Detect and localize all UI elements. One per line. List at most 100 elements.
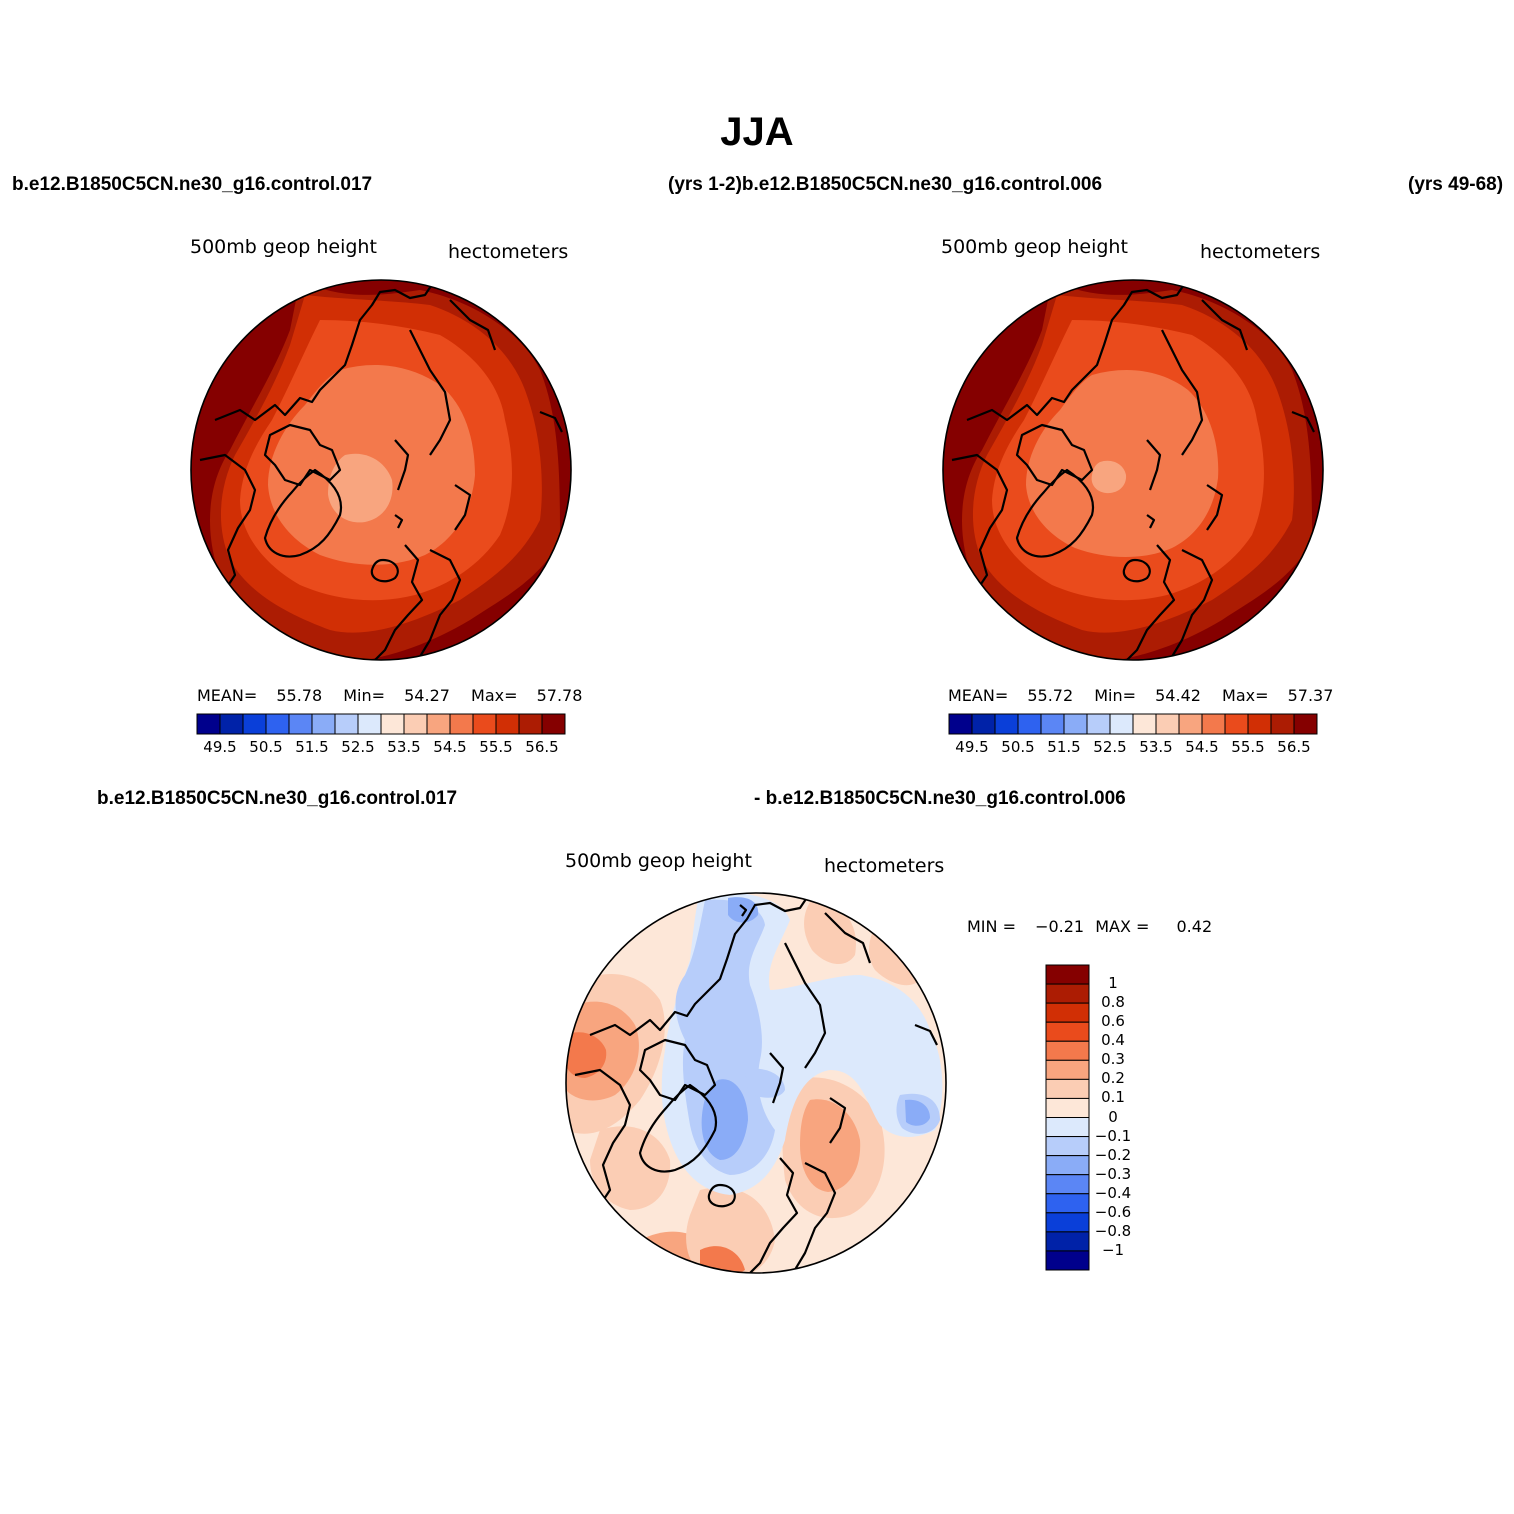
left-max-value: 57.78	[536, 686, 583, 705]
difference-colorbar-box-4	[1045, 1040, 1090, 1061]
right-units-label: hectometers	[1200, 241, 1321, 263]
left-coastlines	[199, 280, 563, 660]
difference-colorbar-box-9	[1045, 1136, 1090, 1157]
left-colorbar-tick-label: 51.5	[295, 738, 329, 756]
bottom-left-case-label: b.e12.B1850C5CN.ne30_g16.control.017	[97, 788, 458, 809]
difference-colorbar-tick-label: −0.6	[1094, 1202, 1132, 1221]
bottom-right-case-label: - b.e12.B1850C5CN.ne30_g16.control.006	[754, 788, 1126, 809]
left-colorbar-box-14	[518, 713, 543, 735]
difference-colorbar-tick-label: 0.8	[1101, 993, 1125, 1012]
right-stats: MEAN= 55.72 Min= 54.42 Max= 57.37	[948, 686, 1333, 705]
right-colorbar-tick-label: 50.5	[1001, 738, 1035, 756]
difference-colorbar-tick-label: −0.2	[1094, 1145, 1132, 1164]
left-colorbar-box-1	[219, 713, 244, 735]
left-colorbar-box-3	[265, 713, 290, 735]
left-colorbar	[196, 713, 566, 735]
right-polar-map	[942, 279, 1324, 661]
right-colorbar	[948, 713, 1318, 735]
right-variable-label: 500mb geop height	[941, 236, 1128, 258]
right-coastlines	[951, 280, 1315, 660]
left-colorbar-box-6	[334, 713, 359, 735]
difference-colorbar-box-0	[1045, 964, 1090, 985]
left-stats: MEAN= 55.78 Min= 54.27 Max= 57.78	[197, 686, 582, 705]
left-min-label: Min=	[343, 686, 386, 705]
right-min-value: 54.42	[1155, 686, 1201, 705]
difference-colorbar-box-8	[1045, 1117, 1090, 1138]
diff-min-label: MIN =	[967, 917, 1016, 936]
difference-colorbar-box-15	[1045, 1250, 1090, 1271]
left-colorbar-box-9	[403, 713, 428, 735]
difference-colorbar-box-6	[1045, 1078, 1090, 1099]
right-min-label: Min=	[1094, 686, 1137, 705]
difference-colorbar-box-12	[1045, 1193, 1090, 1214]
difference-colorbar-box-14	[1045, 1231, 1090, 1252]
right-colorbar-box-13	[1247, 713, 1272, 735]
difference-polar-map	[565, 892, 947, 1274]
difference-colorbar-tick-label: 1	[1108, 974, 1118, 993]
left-polar-map	[190, 279, 572, 661]
difference-colorbar	[1045, 964, 1090, 1271]
difference-colorbar-box-5	[1045, 1059, 1090, 1080]
right-colorbar-box-10	[1178, 713, 1203, 735]
difference-colorbar-box-13	[1045, 1212, 1090, 1233]
figure-title: JJA	[720, 110, 794, 154]
difference-colorbar-tick-label: 0.1	[1101, 1088, 1125, 1107]
diff-max-value: 0.42	[1176, 917, 1213, 936]
left-mean-label: MEAN=	[197, 686, 258, 705]
left-colorbar-box-7	[357, 713, 382, 735]
right-max-label: Max=	[1222, 686, 1269, 705]
difference-colorbar-tick-label: 0.6	[1101, 1012, 1125, 1031]
left-units-label: hectometers	[448, 241, 569, 263]
right-mean-label: MEAN=	[948, 686, 1009, 705]
right-colorbar-tick-label: 53.5	[1139, 738, 1173, 756]
difference-coastlines	[574, 893, 938, 1273]
left-colorbar-box-8	[380, 713, 405, 735]
diff-units-label: hectometers	[824, 855, 945, 877]
difference-colorbar-box-1	[1045, 983, 1090, 1004]
right-colorbar-box-14	[1270, 713, 1295, 735]
top-mid-case-label: (yrs 1-2)b.e12.B1850C5CN.ne30_g16.contro…	[668, 174, 1103, 195]
left-colorbar-box-15	[541, 713, 566, 735]
difference-colorbar-tick-label: 0.3	[1101, 1050, 1125, 1069]
right-colorbar-box-8	[1132, 713, 1157, 735]
right-colorbar-box-4	[1040, 713, 1065, 735]
left-colorbar-box-2	[242, 713, 267, 735]
difference-colorbar-box-3	[1045, 1021, 1090, 1042]
top-right-years-label: (yrs 49-68)	[1408, 174, 1504, 195]
right-colorbar-box-12	[1224, 713, 1249, 735]
left-colorbar-tick-label: 53.5	[387, 738, 421, 756]
difference-colorbar-tick-label: 0.2	[1101, 1069, 1125, 1088]
left-colorbar-box-4	[288, 713, 313, 735]
difference-colorbar-tick-label: −0.8	[1094, 1221, 1132, 1240]
right-colorbar-box-1	[971, 713, 996, 735]
left-colorbar-tick-label: 56.5	[525, 738, 559, 756]
right-colorbar-tick-label: 54.5	[1185, 738, 1219, 756]
diff-variable-label: 500mb geop height	[565, 850, 752, 872]
left-colorbar-box-12	[472, 713, 497, 735]
right-colorbar-tick-label: 49.5	[955, 738, 989, 756]
left-colorbar-tick-label: 54.5	[433, 738, 467, 756]
right-colorbar-tick-label: 51.5	[1047, 738, 1081, 756]
left-colorbar-box-11	[449, 713, 474, 735]
difference-colorbar-tick-label: 0	[1108, 1107, 1118, 1126]
right-colorbar-box-9	[1155, 713, 1180, 735]
right-colorbar-box-6	[1086, 713, 1111, 735]
left-mean-value: 55.78	[276, 686, 323, 705]
difference-colorbar-box-2	[1045, 1002, 1090, 1023]
left-colorbar-tick-label: 49.5	[203, 738, 237, 756]
diff-stats: MIN = −0.21 MAX = 0.42	[967, 917, 1212, 936]
left-colorbar-tick-label: 55.5	[479, 738, 513, 756]
difference-colorbar-tick-label: 0.4	[1101, 1031, 1125, 1050]
left-colorbar-box-5	[311, 713, 336, 735]
right-colorbar-box-15	[1293, 713, 1318, 735]
right-mean-value: 55.72	[1027, 686, 1074, 705]
diff-min-value: −0.21	[1035, 917, 1085, 936]
right-colorbar-box-0	[948, 713, 973, 735]
left-colorbar-box-13	[495, 713, 520, 735]
right-colorbar-tick-label: 56.5	[1277, 738, 1311, 756]
top-left-case-label: b.e12.B1850C5CN.ne30_g16.control.017	[12, 174, 373, 195]
right-colorbar-box-11	[1201, 713, 1226, 735]
left-colorbar-tick-label: 50.5	[249, 738, 283, 756]
right-colorbar-tick-label: 55.5	[1231, 738, 1265, 756]
